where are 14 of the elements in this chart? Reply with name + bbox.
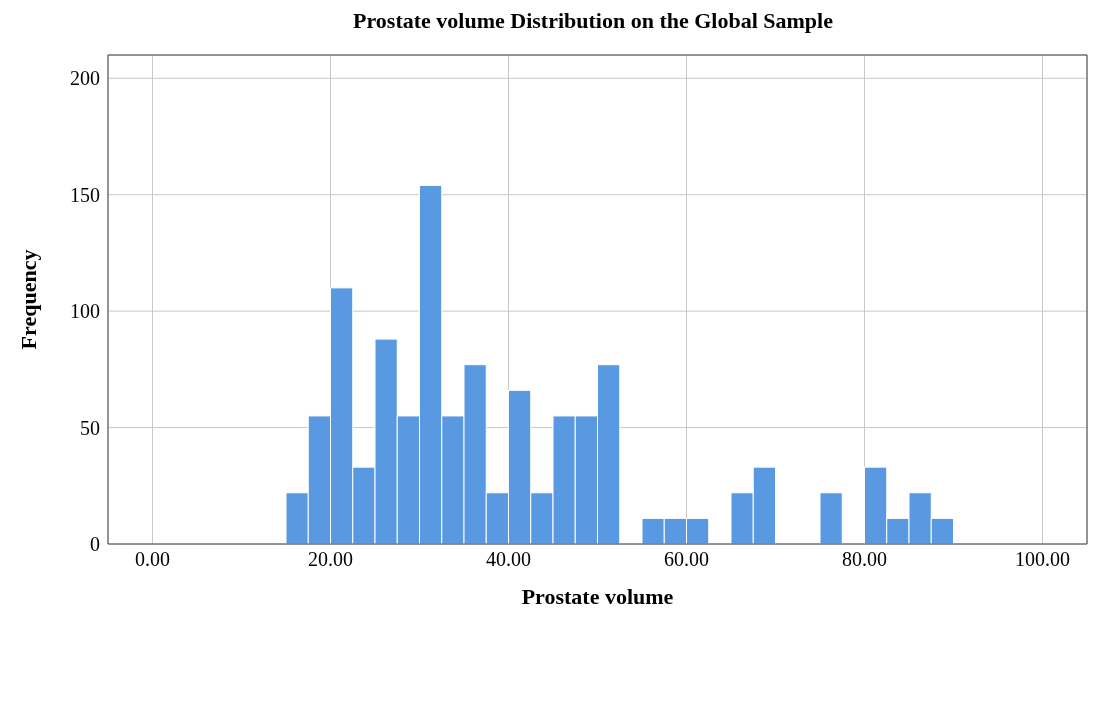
x-tick-label: 60.00 [664,548,709,571]
x-axis-title: Prostate volume [521,584,674,609]
y-tick-label: 50 [80,416,100,439]
x-tick-label: 100.00 [1015,548,1070,571]
x-tick-label: 80.00 [842,548,887,571]
x-tick-label: 0.00 [135,548,170,571]
y-axis-title: Frequency [15,249,41,350]
y-tick-label: 100 [70,300,100,323]
y-tick-label: 0 [90,533,100,556]
x-tick-label: 40.00 [486,548,531,571]
chart-title: Prostate volume Distribution on the Global Sample [352,8,834,34]
y-tick-label: 150 [70,183,100,206]
x-tick-label: 20.00 [308,548,353,571]
y-tick-label: 200 [70,67,100,90]
